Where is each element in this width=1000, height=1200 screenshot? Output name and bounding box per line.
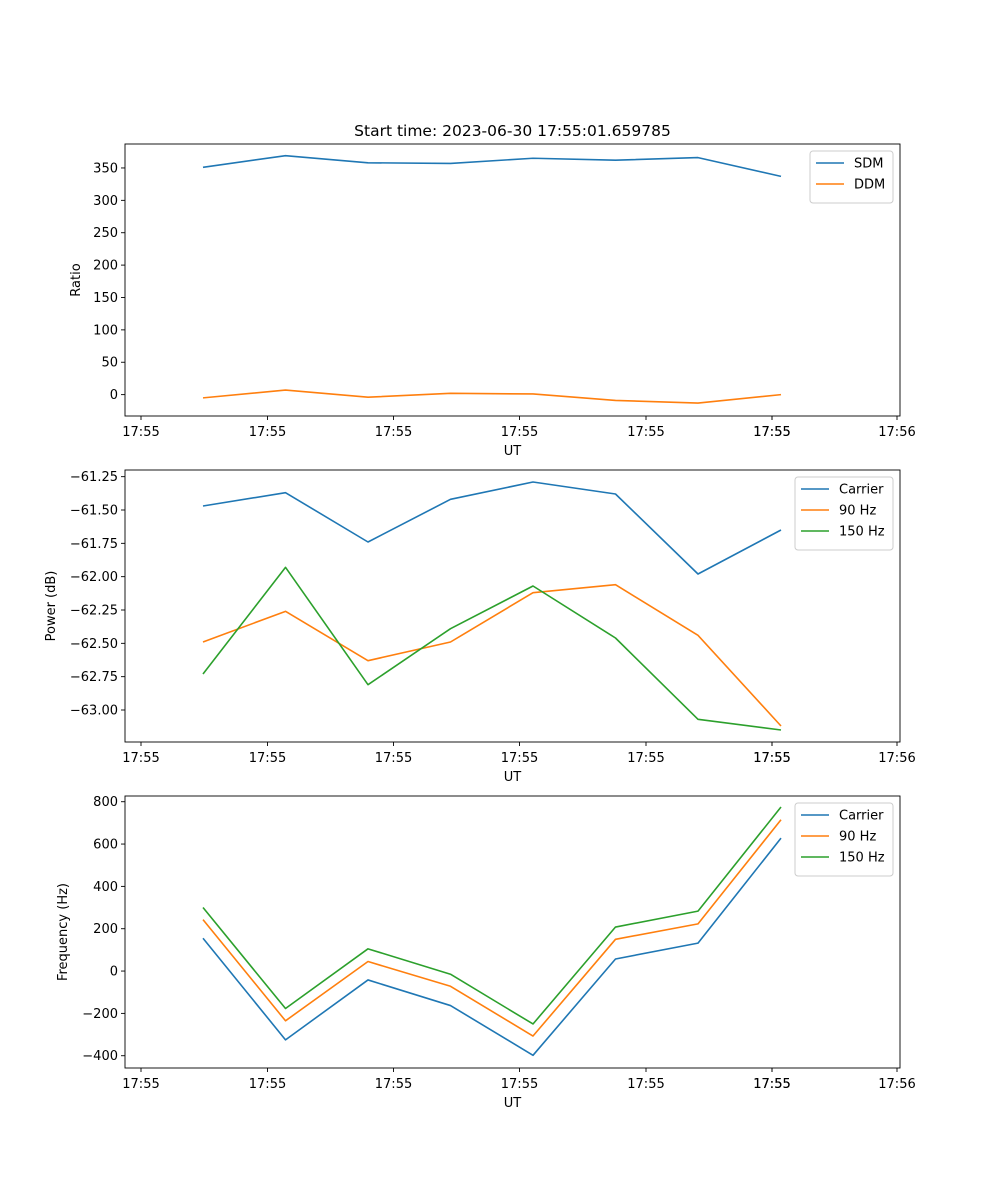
y-tick-label: 0: [110, 965, 118, 980]
x-tick-label: 17:55: [122, 1077, 159, 1092]
x-tick-label: 17:55: [375, 1077, 412, 1092]
y-tick-label: −200: [82, 1007, 118, 1022]
x-tick-label: 17:55: [627, 751, 664, 766]
legend-label: 150 Hz: [839, 851, 885, 866]
series-line-150-hz: [202, 566, 782, 731]
legend-label: DDM: [854, 178, 885, 193]
y-tick-label: 400: [93, 880, 118, 895]
x-tick-label: 17:55: [249, 751, 286, 766]
y-axis-label: Frequency (Hz): [56, 883, 71, 981]
x-tick-label: 17:56: [878, 1077, 915, 1092]
x-tick-label: 17:55: [753, 1077, 790, 1092]
figure-title: Start time: 2023-06-30 17:55:01.659785: [354, 122, 671, 140]
series-line-90-hz: [202, 583, 782, 727]
y-tick-label: 150: [93, 291, 118, 306]
x-axis-label: UT: [504, 1096, 522, 1111]
legend-label: 150 Hz: [839, 525, 885, 540]
legend: SDM DDM: [809, 150, 894, 204]
x-tick-label: 17:55: [375, 425, 412, 440]
y-tick-label: 350: [93, 161, 118, 176]
x-tick-label: 17:55: [753, 1077, 790, 1092]
x-tick-label: 17:55: [122, 425, 159, 440]
y-tick-label: −62.25: [70, 604, 118, 619]
y-axis-label: Ratio: [69, 263, 84, 296]
legend-label: Carrier: [839, 809, 884, 824]
y-tick-label: 0: [110, 388, 118, 403]
y-tick-label: −62.00: [70, 570, 118, 585]
x-tick-label: 17:55: [627, 425, 664, 440]
series-line-ddm: [202, 389, 782, 404]
x-tick-label: 17:55: [249, 1077, 286, 1092]
series-line-150-hz: [202, 806, 782, 1025]
y-tick-label: 800: [93, 795, 118, 810]
x-tick-label: 17:55: [122, 751, 159, 766]
y-tick-label: −400: [82, 1049, 118, 1064]
y-tick-label: −63.00: [70, 704, 118, 719]
series-line-sdm: [202, 154, 782, 178]
y-tick-label: −62.75: [70, 670, 118, 685]
y-tick-label: 250: [93, 226, 118, 241]
x-tick-label: 17:55: [753, 425, 790, 440]
x-tick-label: 17:55: [501, 751, 538, 766]
panels: 17:55 17:55 17:55 17:55 17:55 17:55 17:55 17:56…: [44, 143, 916, 1111]
legend-label: Carrier: [839, 483, 884, 498]
x-tick-label: 17:55: [627, 1077, 664, 1092]
axes-frame: [124, 469, 901, 743]
axes-frame: [124, 795, 901, 1069]
x-tick-label: 17:55: [501, 425, 538, 440]
y-tick-label: −62.50: [70, 637, 118, 652]
legend-box: [809, 150, 894, 204]
series-line-carrier: [202, 481, 782, 575]
x-tick-label: 17:55: [753, 751, 790, 766]
legend-label: SDM: [854, 157, 883, 172]
axes-frame: [124, 143, 901, 417]
legend-label: 90 Hz: [839, 830, 876, 845]
y-tick-label: −61.75: [70, 537, 118, 552]
y-tick-label: 100: [93, 323, 118, 338]
y-tick-label: 600: [93, 838, 118, 853]
legend: Carrier 90 Hz 150 Hz: [794, 802, 894, 877]
x-tick-label: 17:56: [878, 425, 915, 440]
y-tick-label: −61.25: [70, 470, 118, 485]
x-tick-label: 17:55: [501, 1077, 538, 1092]
y-tick-label: 200: [93, 259, 118, 274]
y-tick-label: −61.50: [70, 504, 118, 519]
x-axis-label: UT: [504, 444, 522, 459]
x-tick-label: 17:55: [753, 425, 790, 440]
y-tick-label: 50: [101, 356, 118, 371]
x-tick-label: 17:56: [878, 751, 915, 766]
y-tick-label: 300: [93, 194, 118, 209]
y-axis-label: Power (dB): [44, 571, 59, 642]
x-tick-label: 17:55: [753, 751, 790, 766]
series-line-carrier: [202, 837, 782, 1057]
legend: Carrier 90 Hz 150 Hz: [794, 476, 894, 551]
x-tick-label: 17:55: [375, 751, 412, 766]
series-line-90-hz: [202, 819, 782, 1037]
x-tick-label: 17:55: [249, 425, 286, 440]
legend-label: 90 Hz: [839, 504, 876, 519]
x-axis-label: UT: [504, 770, 522, 785]
y-tick-label: 200: [93, 922, 118, 937]
